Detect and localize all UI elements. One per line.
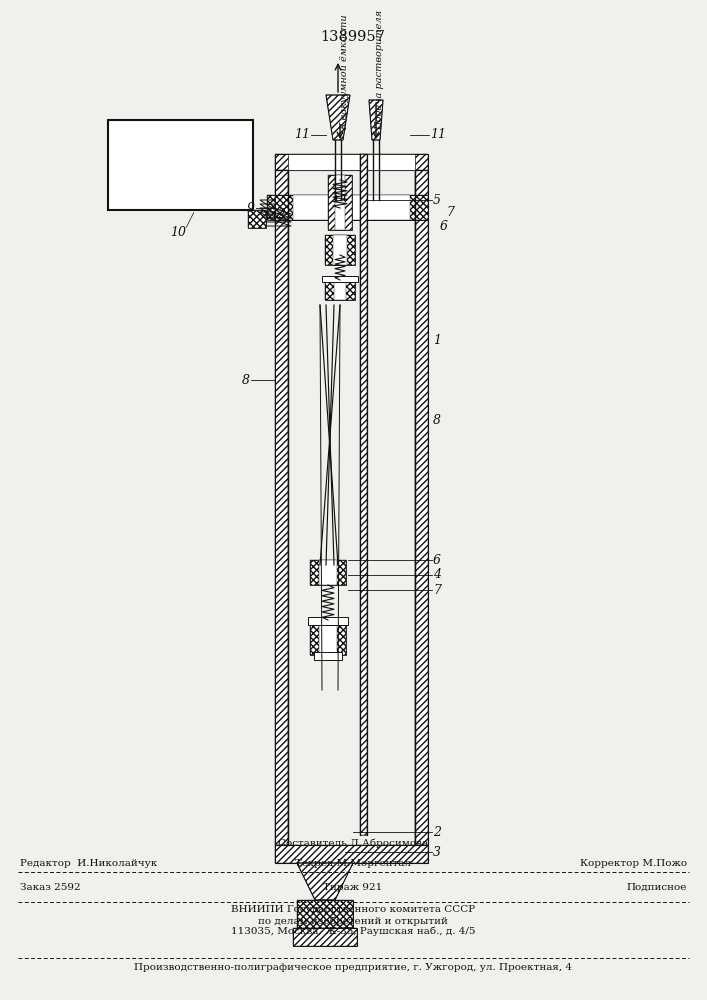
Bar (108, 120, 253, 210)
Bar (325, 278, 355, 300)
Text: Тираж 921: Тираж 921 (323, 882, 382, 892)
Bar (248, 210, 266, 228)
Bar (293, 195, 410, 220)
Bar (325, 235, 355, 265)
Bar (335, 175, 345, 230)
Bar (275, 195, 428, 220)
Bar (275, 170, 288, 845)
Bar (310, 620, 346, 655)
Bar (275, 845, 428, 863)
Bar (314, 652, 342, 660)
Bar (360, 154, 367, 835)
Bar (293, 928, 357, 946)
Text: Подача растворителя: Подача растворителя (375, 10, 384, 130)
Bar (248, 210, 266, 228)
Text: ВНИИПИ Государственного комитета СССР: ВНИИПИ Государственного комитета СССР (231, 905, 475, 914)
Bar (310, 560, 346, 585)
Bar (328, 175, 352, 230)
Text: Производственно-полиграфическое предприятие, г. Ужгород, ул. Проектная, 4: Производственно-полиграфическое предприя… (134, 963, 572, 972)
Text: Заказ 2592: Заказ 2592 (20, 882, 81, 892)
Text: 1389957: 1389957 (320, 30, 385, 44)
Bar (325, 278, 355, 300)
Bar (308, 617, 348, 625)
Bar (310, 620, 346, 655)
Bar (322, 276, 358, 282)
Bar (328, 175, 352, 230)
Bar (288, 154, 415, 170)
Polygon shape (369, 100, 383, 140)
Text: Техред М.Моргентал: Техред М.Моргентал (295, 859, 411, 868)
Text: Редактор  И.Николайчук: Редактор И.Николайчук (20, 859, 157, 868)
Bar (293, 928, 357, 946)
Text: Составитель Л.Абросимова: Составитель Л.Абросимова (278, 838, 428, 848)
Text: 7: 7 (446, 207, 454, 220)
Polygon shape (326, 95, 350, 140)
Bar (275, 154, 428, 170)
Bar (333, 235, 347, 265)
Bar (415, 170, 428, 845)
Text: 6: 6 (440, 221, 448, 233)
Text: 113035, Москва, Ж-35, Раушская наб., д. 4/5: 113035, Москва, Ж-35, Раушская наб., д. … (230, 927, 475, 936)
Text: Корректор М.Пожо: Корректор М.Пожо (580, 859, 687, 868)
Bar (334, 278, 346, 300)
Text: 7: 7 (433, 584, 441, 596)
Text: по делам изобретений и открытий: по делам изобретений и открытий (258, 916, 448, 926)
Bar (297, 900, 353, 928)
Bar (275, 154, 428, 170)
Text: 10: 10 (170, 226, 186, 238)
Text: 11: 11 (430, 128, 446, 141)
Bar (319, 620, 337, 655)
Text: 1: 1 (433, 334, 441, 347)
Polygon shape (297, 863, 353, 900)
Text: 9: 9 (247, 202, 255, 215)
Bar (267, 195, 275, 220)
Bar (310, 560, 346, 585)
Text: 4: 4 (433, 568, 441, 582)
Text: 3: 3 (433, 846, 441, 858)
Text: 12: 12 (270, 209, 286, 222)
Text: Подписное: Подписное (626, 882, 687, 892)
Text: 6: 6 (433, 554, 441, 566)
Bar (319, 560, 337, 585)
Text: 5: 5 (433, 194, 441, 207)
Bar (415, 170, 428, 845)
Bar (275, 195, 428, 220)
Bar (275, 170, 288, 845)
Bar (297, 900, 353, 928)
Text: К вакуумной ёмкости: К вакуумной ёмкости (340, 14, 349, 130)
Bar (325, 235, 355, 265)
Bar (360, 154, 367, 835)
Text: 8: 8 (242, 373, 250, 386)
Text: 11: 11 (294, 128, 310, 141)
Bar (267, 195, 275, 220)
Text: 8: 8 (433, 414, 441, 426)
Bar (275, 845, 428, 863)
Text: 2: 2 (433, 826, 441, 838)
